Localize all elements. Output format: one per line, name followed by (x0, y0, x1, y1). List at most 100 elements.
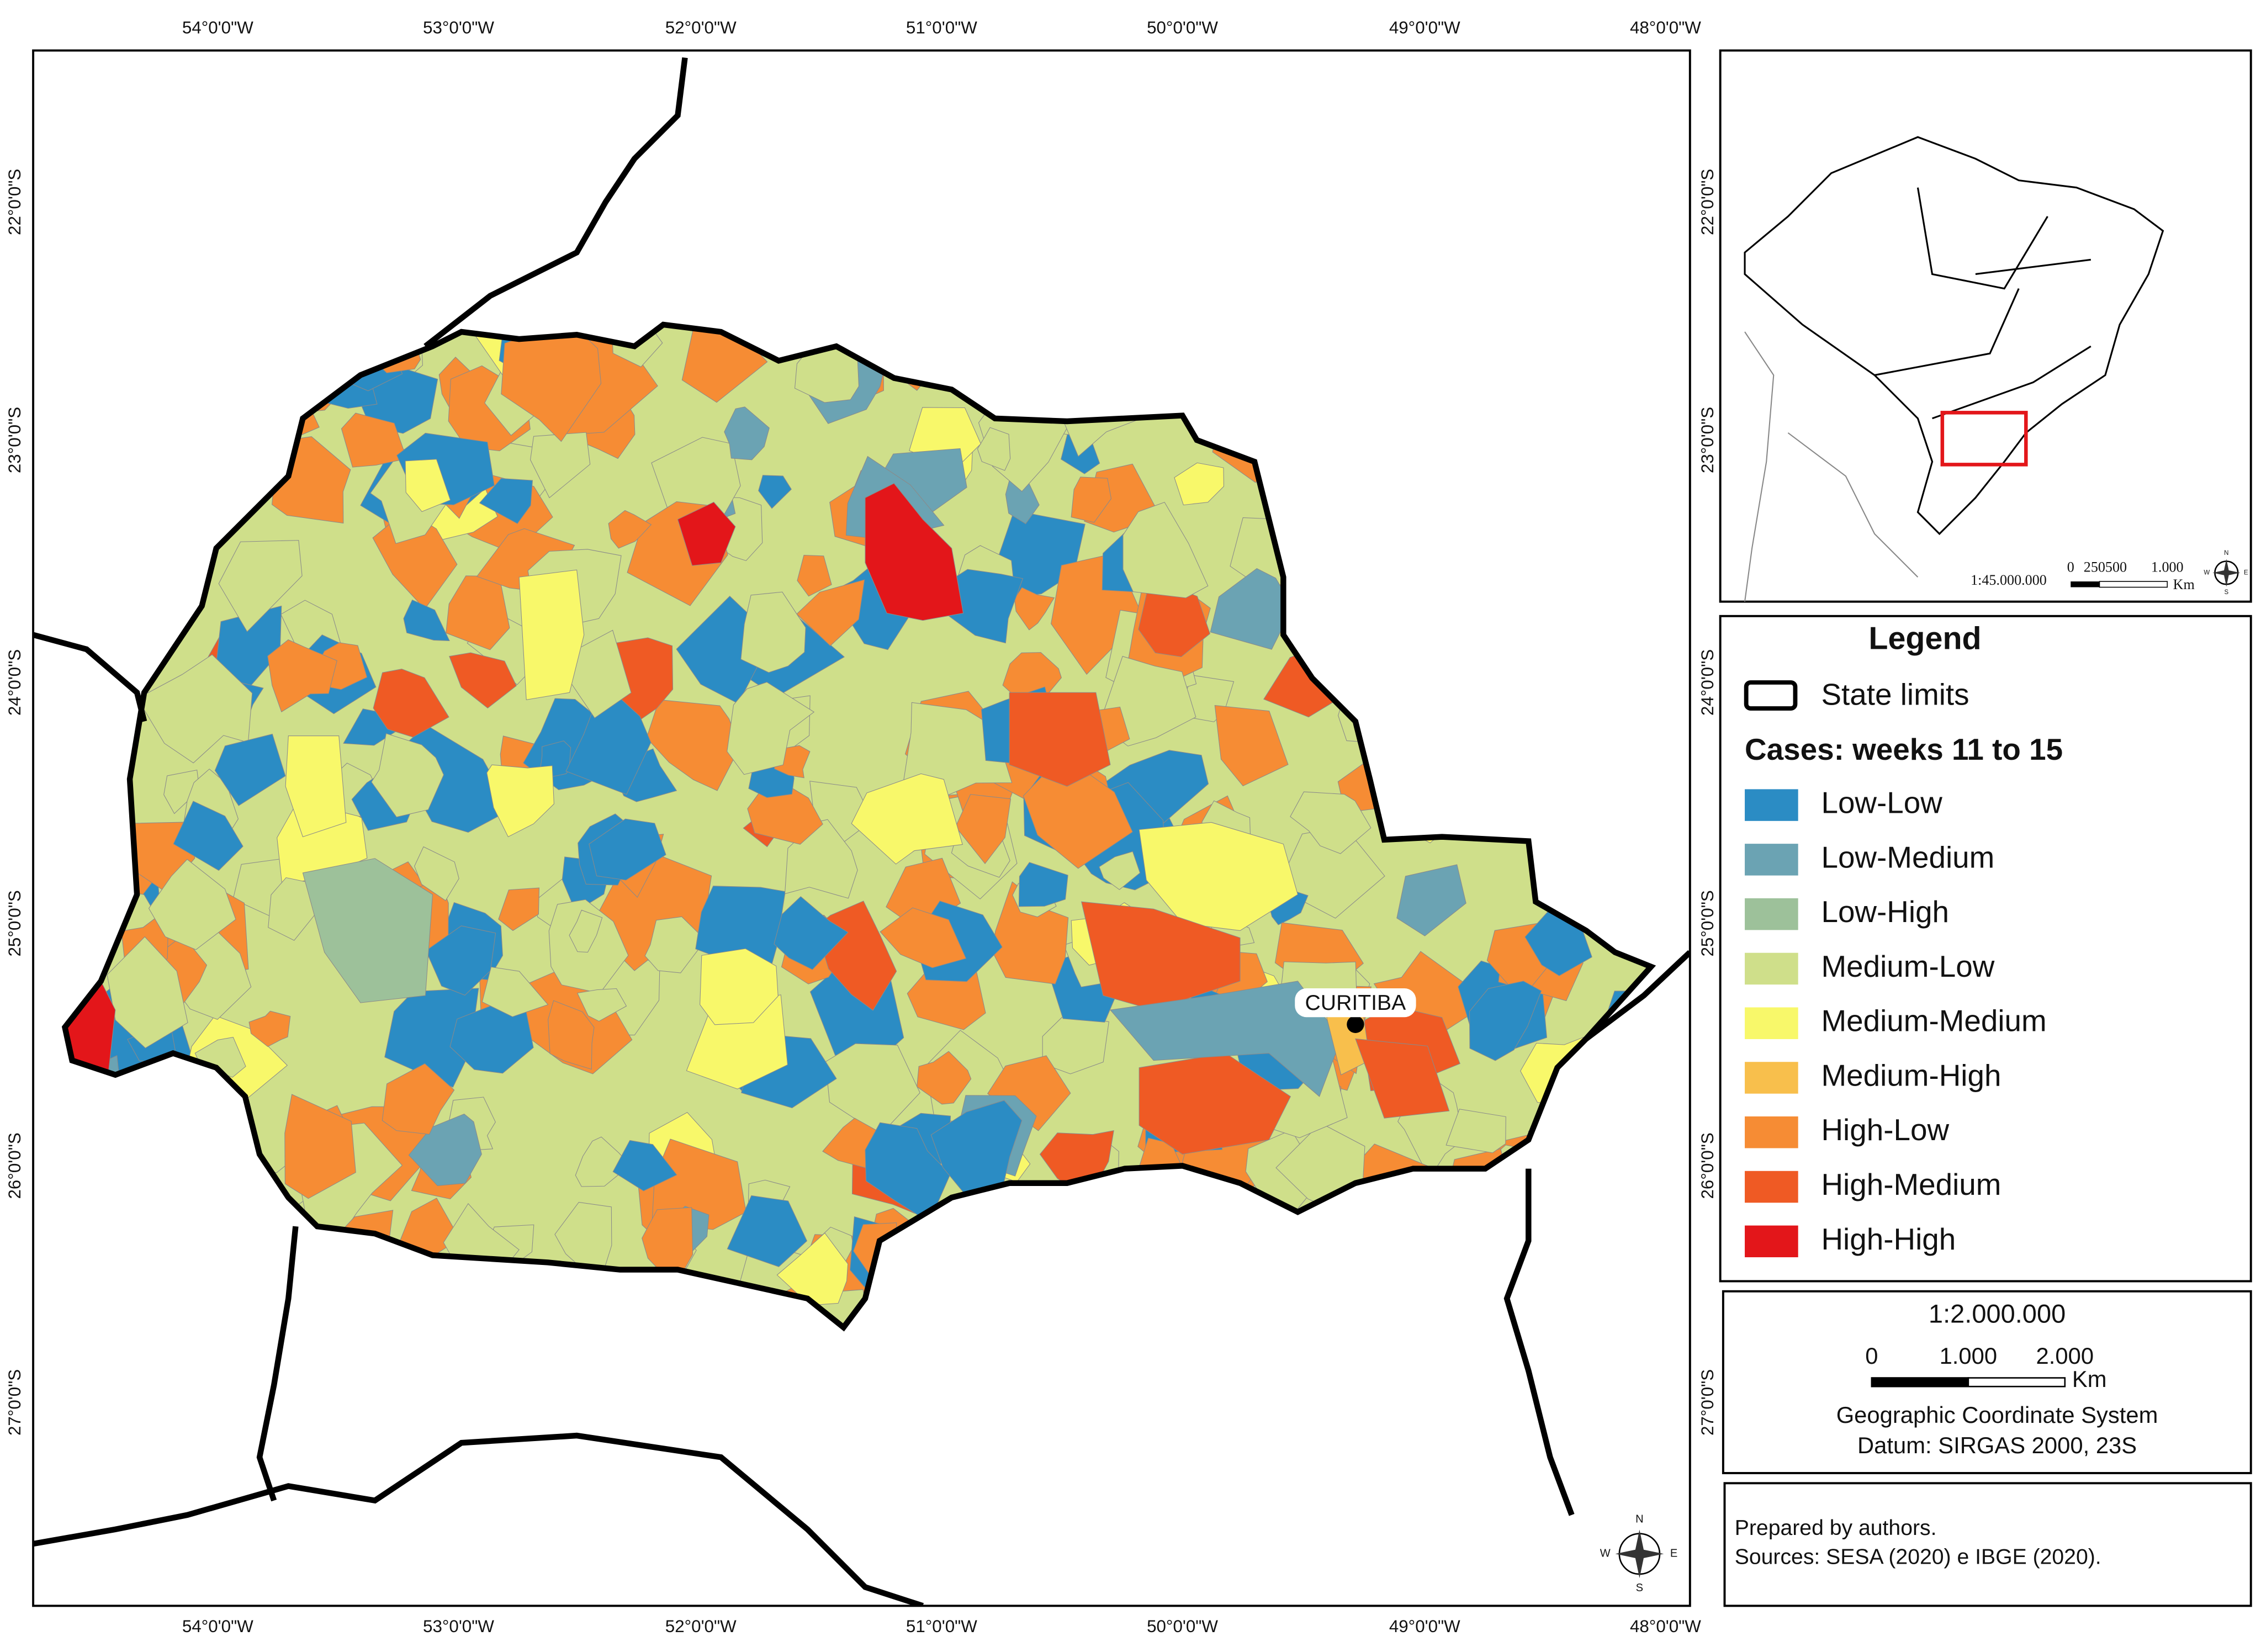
municipality (486, 764, 554, 838)
inset-scale-unit: Km (2173, 576, 2195, 592)
legend-swatch (1745, 952, 1798, 985)
inset-frame (1719, 49, 2252, 603)
municipality (992, 881, 1069, 984)
municipality (302, 858, 433, 1003)
municipality (758, 475, 792, 509)
state-border-line (423, 57, 688, 349)
municipality (1139, 822, 1299, 931)
municipality (1396, 864, 1466, 936)
map-frame (32, 49, 1691, 1607)
inset-scale-tick: 250500 (2084, 559, 2127, 575)
inset-scale-tick: 0 (2067, 559, 2074, 575)
city-label: CURITIBA (1305, 991, 1407, 1015)
lon-label: 48°0'0"W (1630, 18, 1701, 38)
legend-swatch (1745, 1062, 1798, 1094)
compass-letter: E (1670, 1548, 1677, 1560)
municipality (1174, 462, 1224, 506)
notes-box (1723, 1482, 2252, 1607)
municipality (1009, 692, 1111, 787)
lat-label: 23°0'0"S (1698, 407, 1717, 473)
legend-swatch (1745, 844, 1798, 876)
municipality (608, 510, 652, 549)
municipality (774, 896, 849, 970)
municipality (501, 324, 602, 442)
compass-letter: N (1635, 1513, 1644, 1525)
legend-box (1719, 615, 2252, 1283)
lon-label: 53°0'0"W (423, 18, 494, 38)
note: Prepared by authors. (1735, 1516, 1937, 1540)
brazil-outline (1744, 136, 2164, 536)
lon-label: 49°0'0"W (1389, 18, 1460, 38)
coordinate-info: Geographic Coordinate System (1836, 1402, 2158, 1428)
municipality (589, 818, 666, 881)
country-border-line (256, 1226, 299, 1502)
boundaries (33, 57, 1690, 1606)
coastline (1584, 950, 1690, 1041)
scale-ratio: 1:2.000.000 (1929, 1299, 2066, 1328)
municipality (1445, 1109, 1506, 1153)
municipality (776, 1232, 849, 1306)
municipality (1290, 791, 1372, 854)
compass: N E S W (1600, 1513, 1678, 1593)
municipality (371, 733, 444, 818)
scale-tick-label: 2.000 (2036, 1343, 2094, 1369)
lat-label: 23°0'0"S (5, 407, 24, 473)
scale-bar-segment (1967, 1377, 2066, 1388)
municipality (548, 1000, 595, 1070)
lon-label: 54°0'0"W (182, 18, 253, 38)
state-border-line (33, 1432, 924, 1606)
state-limits-swatch (1744, 680, 1798, 711)
lat-label: 22°0'0"S (1698, 169, 1717, 235)
municipality (644, 916, 703, 973)
compass-letter: S (2224, 589, 2228, 596)
grid-labels: 54°0'0"W 54°0'0"W 53°0'0"W 53°0'0"W 52°0'0"W… (5, 18, 1717, 1636)
municipality (797, 554, 832, 597)
municipality (405, 459, 451, 512)
legend-label: High-Low (1821, 1113, 1949, 1147)
municipality (1355, 1038, 1450, 1119)
municipality (384, 988, 479, 1088)
municipality (1071, 476, 1112, 523)
municipality (267, 639, 337, 713)
scale-tick-label: 1.000 (1940, 1343, 1998, 1369)
municipality (414, 846, 459, 901)
municipality (569, 909, 603, 953)
municipality (1214, 705, 1289, 787)
neighbor-countries (1744, 331, 1919, 602)
municipality (727, 1195, 808, 1267)
municipality (1109, 981, 1342, 1097)
municipality (565, 682, 652, 795)
lon-label: 54°0'0"W (182, 1617, 253, 1636)
municipality (917, 1051, 972, 1105)
inset-scale: 1:45.000.000 (1971, 572, 2047, 588)
inset-map (1744, 136, 2164, 602)
inset-compass: N E S W (2204, 550, 2248, 596)
scale-tick-label: 0 (1865, 1343, 1878, 1369)
municipality (498, 887, 540, 931)
city-label-bg (1295, 988, 1416, 1018)
lon-label: 50°0'0"W (1147, 1617, 1218, 1636)
municipality (880, 907, 967, 968)
lat-label: 25°0'0"S (1698, 890, 1717, 956)
municipality (1018, 862, 1068, 907)
municipality (285, 735, 347, 838)
country-border-line (33, 632, 147, 722)
lat-label: 24°0'0"S (5, 649, 24, 716)
lat-label: 27°0'0"S (1698, 1369, 1717, 1436)
legend-label: Medium-Low (1821, 949, 1994, 983)
municipality (479, 478, 533, 524)
municipality (677, 501, 736, 566)
compass-letter: S (1636, 1582, 1643, 1594)
lon-label: 51°0'0"W (906, 18, 977, 38)
municipality (1042, 1013, 1109, 1074)
municipality (987, 1055, 1071, 1131)
municipality (955, 794, 1012, 865)
municipality (481, 966, 549, 1018)
legend-label: High-High (1821, 1222, 1956, 1256)
inset-highlight (1940, 411, 2028, 467)
compass-letter: E (2244, 569, 2248, 576)
notes: Prepared by authors. Sources: SESA (2020)… (1735, 1516, 2101, 1569)
compass-rose (1615, 1529, 1664, 1579)
inset-scale-segment (2071, 581, 2100, 587)
legend-label: Medium-High (1821, 1058, 2001, 1092)
